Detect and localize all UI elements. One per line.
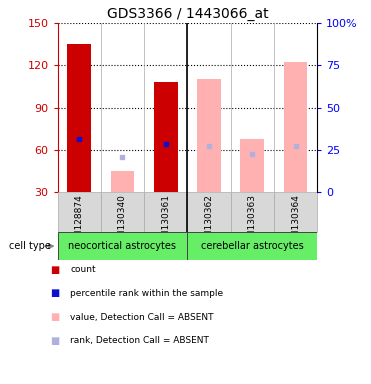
- Text: percentile rank within the sample: percentile rank within the sample: [70, 289, 224, 298]
- Bar: [240, 139, 264, 192]
- Bar: [58, 192, 101, 232]
- Text: cerebellar astrocytes: cerebellar astrocytes: [201, 241, 303, 251]
- Text: GSM130363: GSM130363: [248, 194, 257, 249]
- Text: rank, Detection Call = ABSENT: rank, Detection Call = ABSENT: [70, 336, 209, 346]
- Text: GSM130340: GSM130340: [118, 194, 127, 249]
- Bar: [101, 192, 144, 232]
- Bar: [154, 82, 178, 192]
- Bar: [58, 232, 187, 260]
- Bar: [67, 44, 91, 192]
- Text: GSM130364: GSM130364: [291, 194, 300, 249]
- Text: ■: ■: [50, 336, 59, 346]
- Bar: [284, 63, 308, 192]
- Bar: [231, 192, 274, 232]
- Title: GDS3366 / 1443066_at: GDS3366 / 1443066_at: [106, 7, 268, 21]
- Bar: [187, 192, 231, 232]
- Text: cell type: cell type: [9, 241, 51, 251]
- Text: ■: ■: [50, 265, 59, 275]
- Text: GSM128874: GSM128874: [75, 194, 83, 249]
- Bar: [111, 171, 134, 192]
- Text: ■: ■: [50, 312, 59, 322]
- Text: GSM130362: GSM130362: [204, 194, 213, 249]
- Text: count: count: [70, 265, 96, 274]
- Bar: [144, 192, 187, 232]
- Text: value, Detection Call = ABSENT: value, Detection Call = ABSENT: [70, 313, 214, 322]
- Text: GSM130361: GSM130361: [161, 194, 170, 249]
- Bar: [274, 192, 317, 232]
- Bar: [187, 232, 317, 260]
- Text: ■: ■: [50, 288, 59, 298]
- Text: neocortical astrocytes: neocortical astrocytes: [68, 241, 177, 251]
- Bar: [197, 79, 221, 192]
